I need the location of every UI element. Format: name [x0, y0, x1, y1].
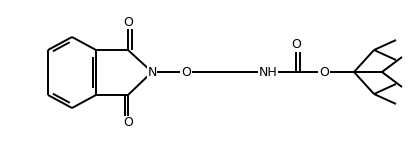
Text: O: O: [319, 66, 329, 78]
Text: O: O: [123, 15, 133, 29]
Text: O: O: [123, 117, 133, 129]
Text: O: O: [291, 39, 301, 51]
Text: N: N: [147, 66, 157, 78]
Text: NH: NH: [259, 66, 277, 78]
Text: O: O: [181, 66, 191, 78]
